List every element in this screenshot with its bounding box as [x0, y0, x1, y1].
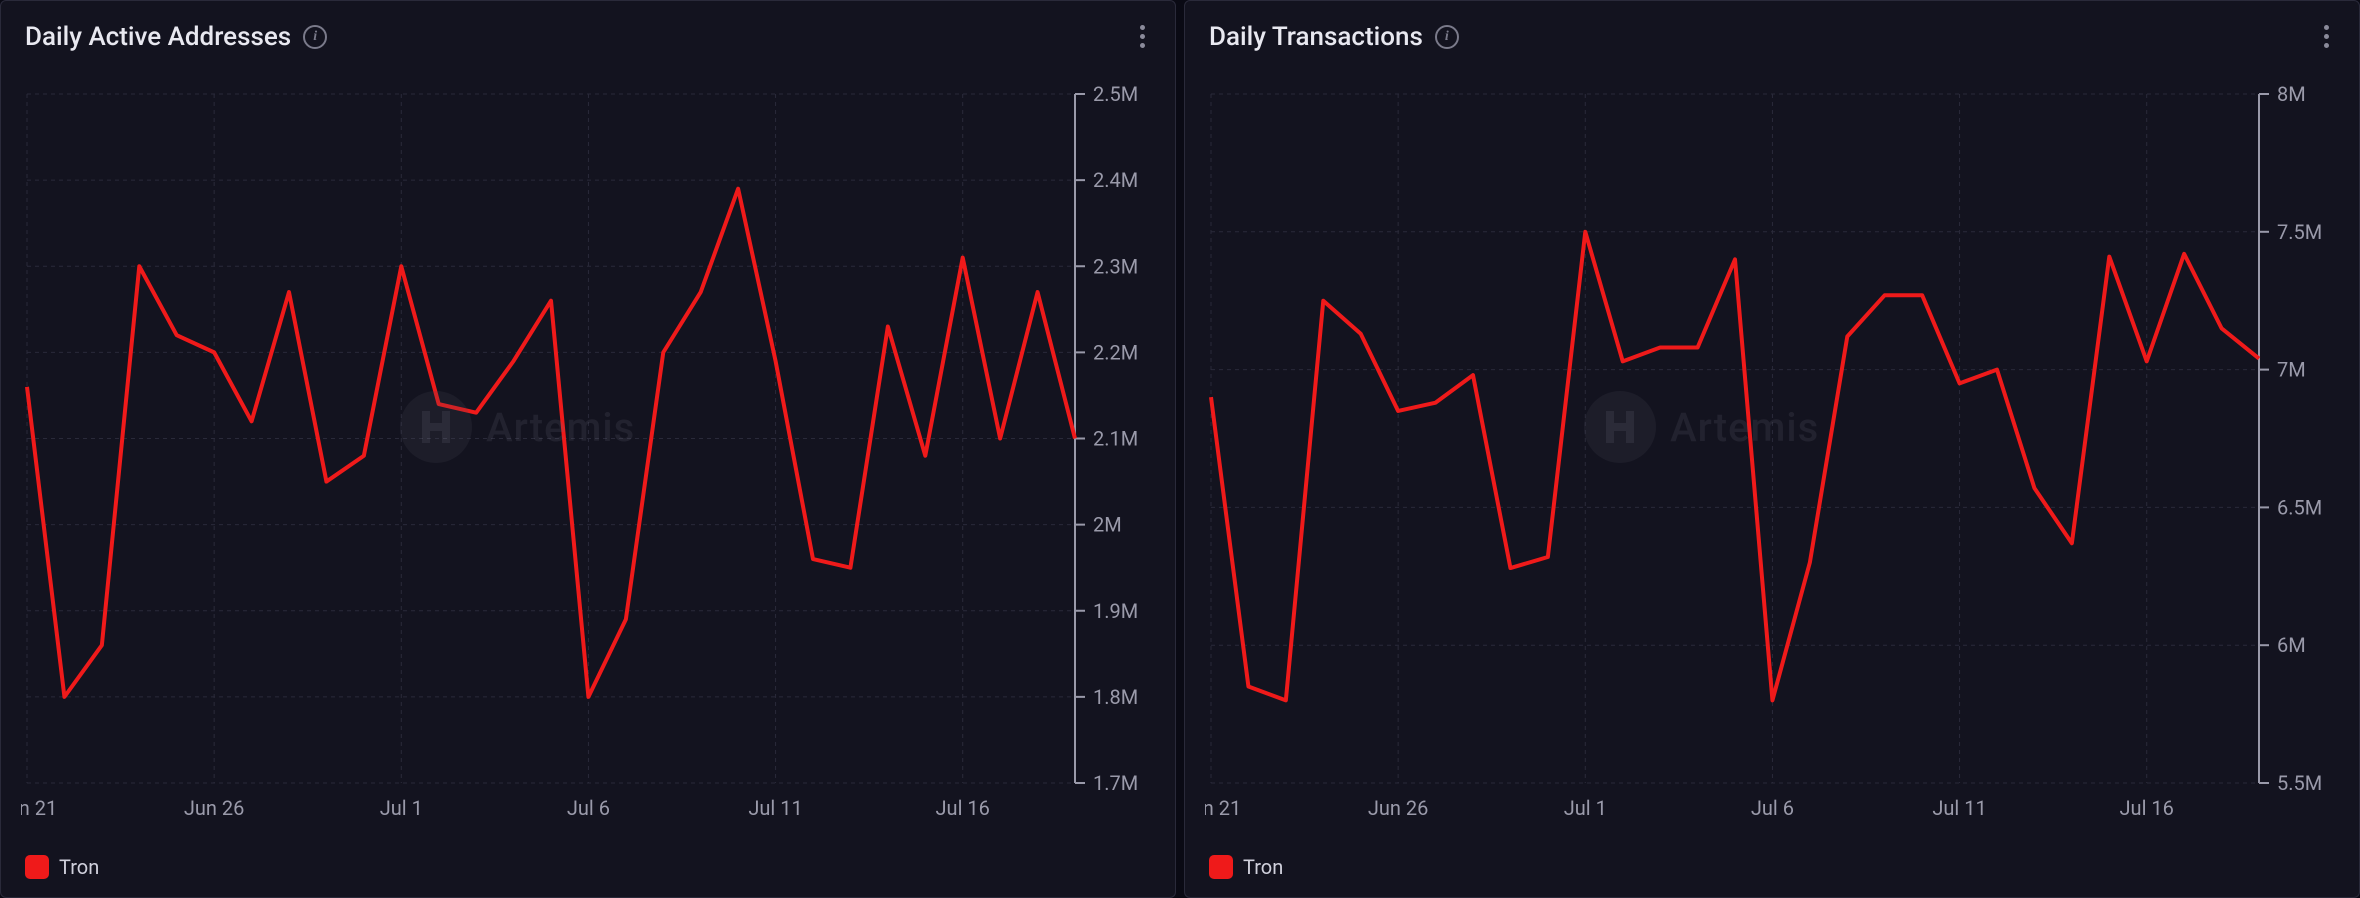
svg-text:Jul 1: Jul 1: [1564, 796, 1607, 820]
info-icon[interactable]: i: [1435, 25, 1459, 49]
svg-text:2.5M: 2.5M: [1093, 84, 1138, 106]
panel-title: Daily Transactions: [1209, 22, 1423, 52]
svg-text:2.4M: 2.4M: [1093, 168, 1138, 192]
svg-text:Jul 16: Jul 16: [936, 796, 990, 820]
svg-text:1.8M: 1.8M: [1093, 685, 1138, 709]
svg-text:Jul 1: Jul 1: [380, 796, 423, 820]
chart-svg: 5.5M 6M 6.5M 7M 7.5M 8M Jun 21 Jun 26 Jul 1 Jul 6…: [1205, 84, 2349, 833]
panel-title: Daily Active Addresses: [25, 22, 291, 52]
panel-header: Daily Active Addresses i: [1, 1, 1175, 64]
panel-title-wrap: Daily Transactions i: [1209, 22, 1459, 52]
chart-svg: 1.7M 1.8M 1.9M 2M 2.1M 2.2M 2.3M 2.4M 2.5M Jun 21…: [21, 84, 1165, 833]
svg-text:Jun 21: Jun 21: [1205, 796, 1241, 820]
legend-swatch: [25, 855, 49, 879]
svg-text:Jun 26: Jun 26: [184, 796, 245, 820]
svg-text:Jul 16: Jul 16: [2120, 796, 2174, 820]
kebab-menu-icon[interactable]: [2318, 19, 2335, 54]
info-icon[interactable]: i: [303, 25, 327, 49]
legend-label: Tron: [59, 855, 99, 879]
chart-plot-area: Artemis 1.7M1.8M1.9M2M2.1M2.2M2.3M2.4M2.…: [1, 64, 1175, 843]
svg-text:7M: 7M: [2277, 358, 2306, 382]
svg-text:5.5M: 5.5M: [2277, 771, 2322, 795]
svg-text:Jul 11: Jul 11: [1932, 796, 1986, 820]
legend-label: Tron: [1243, 855, 1283, 879]
svg-text:1.7M: 1.7M: [1093, 771, 1138, 795]
svg-text:8M: 8M: [2277, 84, 2306, 106]
chart-legend: Tron: [1185, 843, 2359, 897]
svg-text:Jul 6: Jul 6: [1751, 796, 1794, 820]
svg-text:2M: 2M: [1093, 513, 1122, 537]
svg-text:2.2M: 2.2M: [1093, 340, 1138, 364]
svg-text:Jul 6: Jul 6: [567, 796, 610, 820]
legend-swatch: [1209, 855, 1233, 879]
kebab-menu-icon[interactable]: [1134, 19, 1151, 54]
svg-text:Jun 26: Jun 26: [1368, 796, 1429, 820]
svg-text:6.5M: 6.5M: [2277, 495, 2322, 519]
chart-plot-area: Artemis 5.5M6M6.5M7M7.5M8MJun 21Jun 26Ju…: [1185, 64, 2359, 843]
svg-text:1.9M: 1.9M: [1093, 599, 1138, 623]
panel-header: Daily Transactions i: [1185, 1, 2359, 64]
svg-text:2.1M: 2.1M: [1093, 427, 1138, 451]
chart-panel-daily-transactions: Daily Transactions i Artemis 5.5M6M6.5M7…: [1184, 0, 2360, 898]
svg-text:2.3M: 2.3M: [1093, 254, 1138, 278]
svg-text:Jul 11: Jul 11: [748, 796, 802, 820]
chart-legend: Tron: [1, 843, 1175, 897]
svg-text:6M: 6M: [2277, 633, 2306, 657]
svg-text:Jun 21: Jun 21: [21, 796, 57, 820]
svg-text:7.5M: 7.5M: [2277, 220, 2322, 244]
chart-panel-daily-active-addresses: Daily Active Addresses i Artemis 1.7M1.8…: [0, 0, 1176, 898]
panel-title-wrap: Daily Active Addresses i: [25, 22, 327, 52]
